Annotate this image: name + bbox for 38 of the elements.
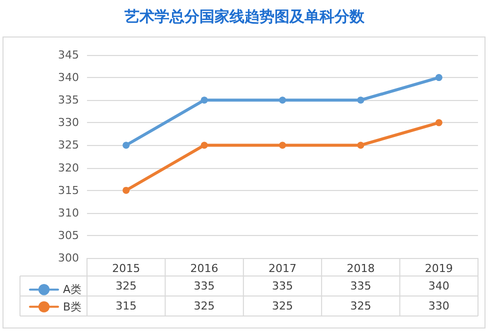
y-tick-label: 315 <box>58 184 79 197</box>
point <box>435 119 442 126</box>
legend-label: A类 <box>63 283 82 296</box>
x-tick-label: 2018 <box>346 262 375 275</box>
y-tick-label: 320 <box>58 161 79 174</box>
y-tick-label: 330 <box>58 116 79 130</box>
y-tick-label: 310 <box>58 206 79 220</box>
data-label: 335 <box>194 280 215 292</box>
point <box>357 96 364 104</box>
data-label: 325 <box>116 280 137 292</box>
point <box>357 142 364 149</box>
y-tick-label: 325 <box>58 138 79 152</box>
x-tick-label: 2015 <box>112 262 140 275</box>
point <box>279 142 286 149</box>
legend-label: B类 <box>63 300 82 314</box>
data-label: 325 <box>350 300 372 312</box>
point <box>200 96 208 104</box>
data-label: 335 <box>350 280 372 292</box>
data-label: 340 <box>428 280 450 292</box>
x-tick-label: 2019 <box>424 262 453 275</box>
data-label: 325 <box>194 300 215 312</box>
data-label: 315 <box>116 300 137 312</box>
point <box>122 186 130 194</box>
x-tick-label: 2017 <box>268 262 296 275</box>
y-tick-label: 300 <box>58 252 79 264</box>
point <box>279 96 286 104</box>
point <box>200 142 208 149</box>
chart-title: 艺术学总分国家线趋势图及单科分数 <box>124 8 366 26</box>
data-label: 335 <box>272 280 293 292</box>
point <box>435 74 442 82</box>
y-tick-label: 345 <box>58 48 79 62</box>
point <box>122 142 130 149</box>
y-tick-label: 340 <box>58 71 79 84</box>
data-label: 325 <box>272 300 293 312</box>
x-tick-label: 2016 <box>190 262 218 275</box>
data-label: 330 <box>428 300 450 312</box>
y-tick-label: 335 <box>58 94 79 107</box>
y-tick-label: 305 <box>58 228 79 242</box>
